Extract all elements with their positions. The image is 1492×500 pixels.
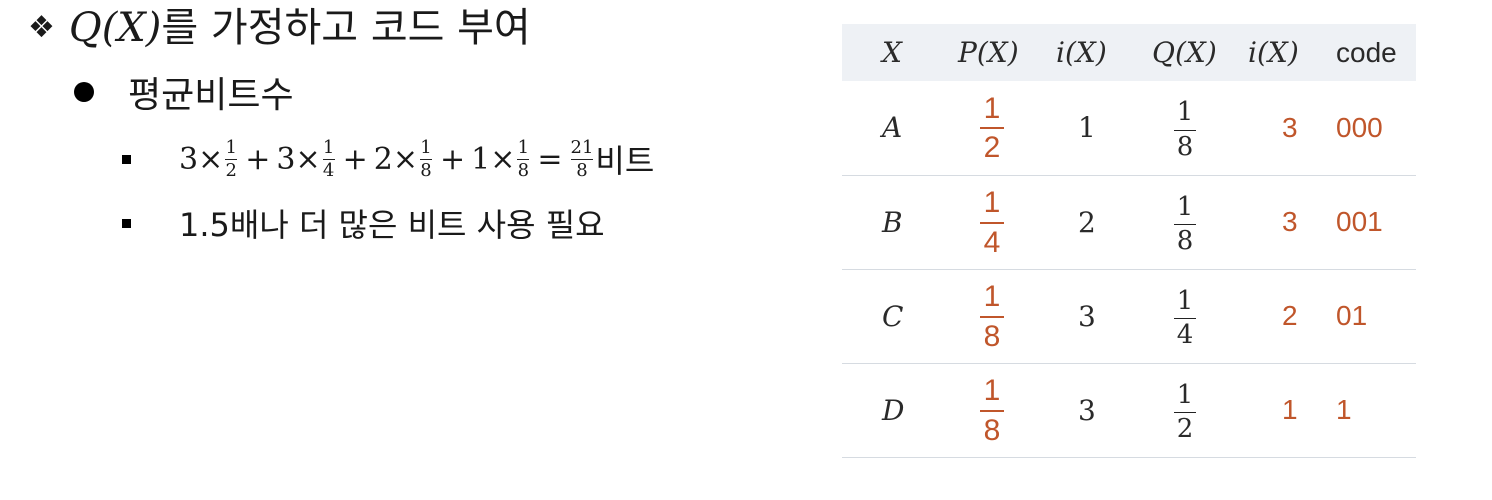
header-code: code <box>1328 24 1416 81</box>
header-x: X <box>842 24 950 81</box>
unit-text: 비트 <box>595 142 655 180</box>
plus-sign: + <box>439 141 466 177</box>
fraction-numerator: 1 <box>225 136 237 158</box>
fraction-numerator: 1 <box>1176 379 1194 410</box>
cell-iqx: 1 <box>1240 363 1328 458</box>
fraction-denominator: 4 <box>322 159 335 181</box>
fraction-denominator: 8 <box>576 159 588 181</box>
cell-x: C <box>842 269 950 364</box>
fraction-denominator: 2 <box>225 159 237 181</box>
term-2-coef: 3 <box>276 141 296 177</box>
term-1-coef: 3 <box>179 141 199 177</box>
cell-ix: 2 <box>1048 175 1144 270</box>
fraction-denominator: 8 <box>983 319 1001 353</box>
note-bullet: 1.5배나 더 많은 비트 사용 필요 <box>122 200 605 246</box>
heading-math: Q(X) <box>68 5 162 51</box>
times-sign: × <box>198 141 224 177</box>
times-sign: × <box>392 141 418 177</box>
fraction-numerator: 1 <box>983 91 1001 125</box>
fraction-numerator: 1 <box>517 136 530 158</box>
term-3-coef: 2 <box>373 141 393 177</box>
fraction-denominator: 8 <box>983 413 1001 447</box>
fraction-denominator: 8 <box>420 159 432 181</box>
fraction-denominator: 8 <box>1176 226 1194 256</box>
equals-sign: = <box>537 141 563 177</box>
main-bullet: ❖ Q(X) 를 가정하고 코드 부여 <box>28 4 531 52</box>
times-sign: × <box>295 141 321 177</box>
cell-code: 000 <box>1328 81 1416 176</box>
cell-x: A <box>842 81 950 176</box>
fraction-numerator: 1 <box>322 136 335 158</box>
square-bullet-icon <box>122 154 131 164</box>
subheading-text: 평균비트수 <box>128 75 294 116</box>
square-bullet-icon <box>122 218 131 228</box>
fraction-numerator: 1 <box>1176 285 1194 316</box>
header-ix: i(X) <box>1048 24 1144 81</box>
fraction-denominator: 2 <box>1176 414 1194 444</box>
fraction-denominator: 2 <box>983 131 1001 165</box>
term-4-coef: 1 <box>471 141 491 177</box>
fraction-numerator: 1 <box>420 136 432 158</box>
cell-x: D <box>842 363 950 458</box>
header-qx: Q(X) <box>1144 24 1240 81</box>
header-iqx: i(X) <box>1240 24 1328 81</box>
fraction-numerator: 1 <box>983 280 1001 313</box>
cell-iqx: 3 <box>1240 81 1328 176</box>
fraction-denominator: 4 <box>1176 320 1194 350</box>
fraction-denominator: 8 <box>1176 131 1194 162</box>
fraction-numerator: 1 <box>1176 97 1194 128</box>
fraction-denominator: 8 <box>517 159 530 181</box>
header-px: P(X) <box>950 24 1048 81</box>
diamond-bullet-icon: ❖ <box>28 10 55 45</box>
round-bullet-icon <box>74 82 94 102</box>
heading-text: 를 가정하고 코드 부여 <box>161 5 531 51</box>
cell-code: 1 <box>1328 363 1416 458</box>
fraction-numerator: 1 <box>1176 191 1194 222</box>
table-header-row: X P(X) i(X) Q(X) i(X) code <box>842 24 1416 81</box>
fraction-denominator: 4 <box>983 225 1001 259</box>
plus-sign: + <box>245 141 271 177</box>
cell-ix: 3 <box>1048 363 1144 458</box>
fraction-numerator: 1 <box>983 374 1001 407</box>
cell-ix: 3 <box>1048 269 1144 364</box>
times-sign: × <box>490 141 516 177</box>
cell-code: 01 <box>1328 269 1416 364</box>
cell-ix: 1 <box>1048 81 1144 176</box>
plus-sign: + <box>342 141 368 177</box>
fraction-numerator: 21 <box>570 136 594 158</box>
result-fraction: 21 8 <box>570 136 594 181</box>
note-text: 1.5배나 더 많은 비트 사용 필요 <box>179 206 605 244</box>
cell-iqx: 3 <box>1240 175 1328 270</box>
cell-code: 001 <box>1328 175 1416 270</box>
cell-x: B <box>842 175 950 270</box>
fraction-numerator: 1 <box>983 186 1001 219</box>
cell-iqx: 2 <box>1240 269 1328 364</box>
sub-bullet: 평균비트수 <box>74 66 294 118</box>
